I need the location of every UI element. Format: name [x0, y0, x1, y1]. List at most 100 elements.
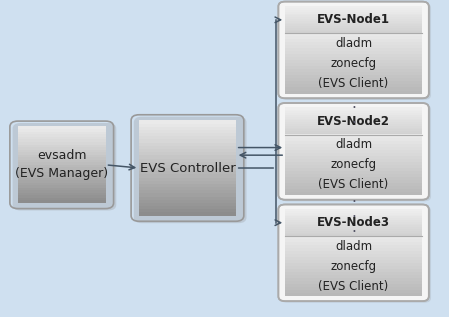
- Bar: [139, 142, 236, 146]
- Bar: [18, 141, 106, 145]
- Bar: [285, 254, 422, 257]
- Bar: [139, 186, 236, 190]
- Bar: [139, 152, 236, 155]
- Bar: [285, 222, 422, 223]
- Bar: [285, 60, 422, 63]
- Bar: [285, 133, 422, 135]
- Bar: [139, 199, 236, 203]
- FancyBboxPatch shape: [13, 123, 116, 210]
- Bar: [285, 229, 422, 231]
- Text: ·
·
·: · · ·: [351, 195, 356, 240]
- Bar: [285, 6, 422, 33]
- Bar: [139, 120, 236, 124]
- Bar: [285, 284, 422, 287]
- Bar: [285, 28, 422, 30]
- Bar: [285, 45, 422, 49]
- Bar: [285, 183, 422, 186]
- Bar: [139, 129, 236, 133]
- Text: EVS Controller: EVS Controller: [140, 161, 235, 175]
- Bar: [285, 111, 422, 113]
- Bar: [285, 156, 422, 159]
- Bar: [285, 81, 422, 85]
- Text: evsadm
(EVS Manager): evsadm (EVS Manager): [15, 149, 108, 180]
- Bar: [285, 230, 422, 233]
- Bar: [285, 51, 422, 55]
- Bar: [285, 158, 422, 162]
- Bar: [285, 152, 422, 156]
- Bar: [18, 159, 106, 162]
- Bar: [285, 90, 422, 94]
- Bar: [285, 167, 422, 171]
- Bar: [285, 31, 422, 33]
- Bar: [285, 39, 422, 42]
- Bar: [18, 190, 106, 193]
- Bar: [18, 154, 106, 157]
- Bar: [18, 169, 106, 172]
- Bar: [285, 269, 422, 272]
- Bar: [285, 24, 422, 26]
- Bar: [18, 149, 106, 152]
- Bar: [285, 13, 422, 15]
- Bar: [285, 257, 422, 260]
- Bar: [139, 133, 236, 136]
- Bar: [285, 63, 422, 67]
- Bar: [18, 197, 106, 200]
- FancyBboxPatch shape: [134, 117, 247, 223]
- Bar: [18, 157, 106, 160]
- FancyBboxPatch shape: [278, 204, 429, 301]
- Bar: [285, 116, 422, 119]
- Bar: [285, 72, 422, 75]
- Bar: [285, 42, 422, 45]
- Bar: [139, 193, 236, 197]
- Bar: [18, 167, 106, 170]
- Bar: [18, 184, 106, 188]
- Bar: [285, 174, 422, 177]
- Bar: [285, 177, 422, 180]
- Text: dladm
zonecfg
(EVS Client): dladm zonecfg (EVS Client): [318, 240, 389, 293]
- Bar: [285, 36, 422, 39]
- Bar: [139, 148, 236, 152]
- Bar: [285, 29, 422, 31]
- Bar: [285, 69, 422, 73]
- Bar: [285, 266, 422, 269]
- Bar: [18, 136, 106, 139]
- Bar: [285, 242, 422, 245]
- Bar: [18, 187, 106, 190]
- Bar: [139, 196, 236, 200]
- Bar: [18, 195, 106, 198]
- Bar: [285, 134, 422, 138]
- Bar: [285, 232, 422, 234]
- Bar: [139, 180, 236, 184]
- Bar: [285, 48, 422, 51]
- Bar: [285, 15, 422, 17]
- Bar: [285, 275, 422, 278]
- Bar: [285, 17, 422, 19]
- Bar: [18, 131, 106, 134]
- Bar: [285, 260, 422, 263]
- Bar: [139, 183, 236, 187]
- Bar: [285, 126, 422, 127]
- Bar: [139, 126, 236, 130]
- FancyBboxPatch shape: [278, 2, 429, 98]
- Bar: [285, 122, 422, 124]
- Bar: [139, 171, 236, 174]
- Bar: [139, 161, 236, 165]
- Bar: [285, 171, 422, 174]
- Bar: [139, 174, 236, 178]
- Bar: [285, 245, 422, 248]
- Bar: [285, 281, 422, 284]
- Text: EVS-Node2: EVS-Node2: [317, 115, 390, 128]
- Bar: [285, 129, 422, 131]
- Bar: [285, 290, 422, 294]
- FancyBboxPatch shape: [281, 105, 431, 201]
- Bar: [285, 138, 422, 141]
- Bar: [285, 124, 422, 126]
- Bar: [285, 140, 422, 144]
- Bar: [285, 251, 422, 254]
- Bar: [285, 75, 422, 79]
- Bar: [18, 146, 106, 150]
- Bar: [285, 78, 422, 81]
- FancyBboxPatch shape: [281, 3, 431, 100]
- Bar: [285, 108, 422, 135]
- Bar: [139, 205, 236, 209]
